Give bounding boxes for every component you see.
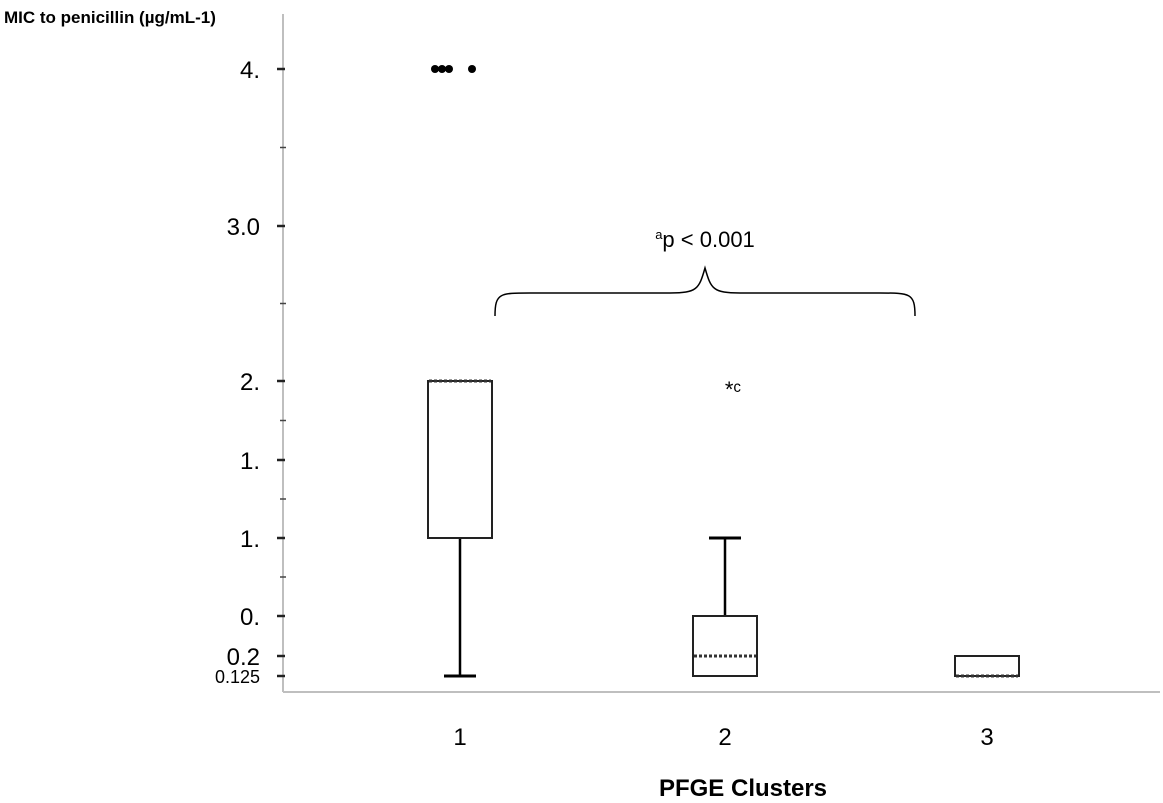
- y-tick-label: 0.125: [215, 667, 260, 687]
- outlier-dot: [438, 65, 446, 73]
- x-tick-label: 2: [718, 724, 731, 751]
- y-tick-label: 1.: [240, 448, 260, 475]
- significance-annotation: ap < 0.001: [494, 227, 916, 317]
- x-axis-title: PFGE Clusters: [659, 775, 827, 802]
- y-axis-title: MIC to penicillin (µg/mL-1): [4, 8, 216, 27]
- y-ticks: 4. 3.0 2. 1. 1. 0. 0.20.125: [215, 57, 286, 687]
- p-value-text: p < 0.001: [662, 227, 754, 252]
- outlier-dot: [445, 65, 453, 73]
- significance-brace: [494, 265, 916, 317]
- outlier-star: *ᶜ: [725, 377, 742, 402]
- y-tick-label: 2.: [240, 369, 260, 396]
- box-iqr: [427, 380, 493, 539]
- x-tick-label: 3: [980, 724, 993, 751]
- y-tick-label: 3.0: [227, 214, 260, 241]
- outlier-dot: [468, 65, 476, 73]
- box-iqr: [692, 615, 758, 677]
- box-group-1: [427, 65, 493, 678]
- box-group-2: *ᶜ: [692, 377, 758, 677]
- outlier-dot: [431, 65, 439, 73]
- x-ticks: 1 2 3: [453, 724, 993, 751]
- axes: [282, 14, 1160, 693]
- box-group-3: [954, 655, 1020, 678]
- y-tick-label: 1.: [240, 526, 260, 553]
- y-tick-label: 4.: [240, 57, 260, 84]
- boxes: *ᶜ: [427, 65, 1020, 678]
- p-value-superscript: a: [655, 227, 663, 242]
- x-tick-label: 1: [453, 724, 466, 751]
- box-iqr: [954, 655, 1020, 677]
- p-value-label: ap < 0.001: [655, 227, 755, 252]
- y-tick-label: 0.: [240, 604, 260, 631]
- y-tick-label: 0.2: [227, 644, 260, 671]
